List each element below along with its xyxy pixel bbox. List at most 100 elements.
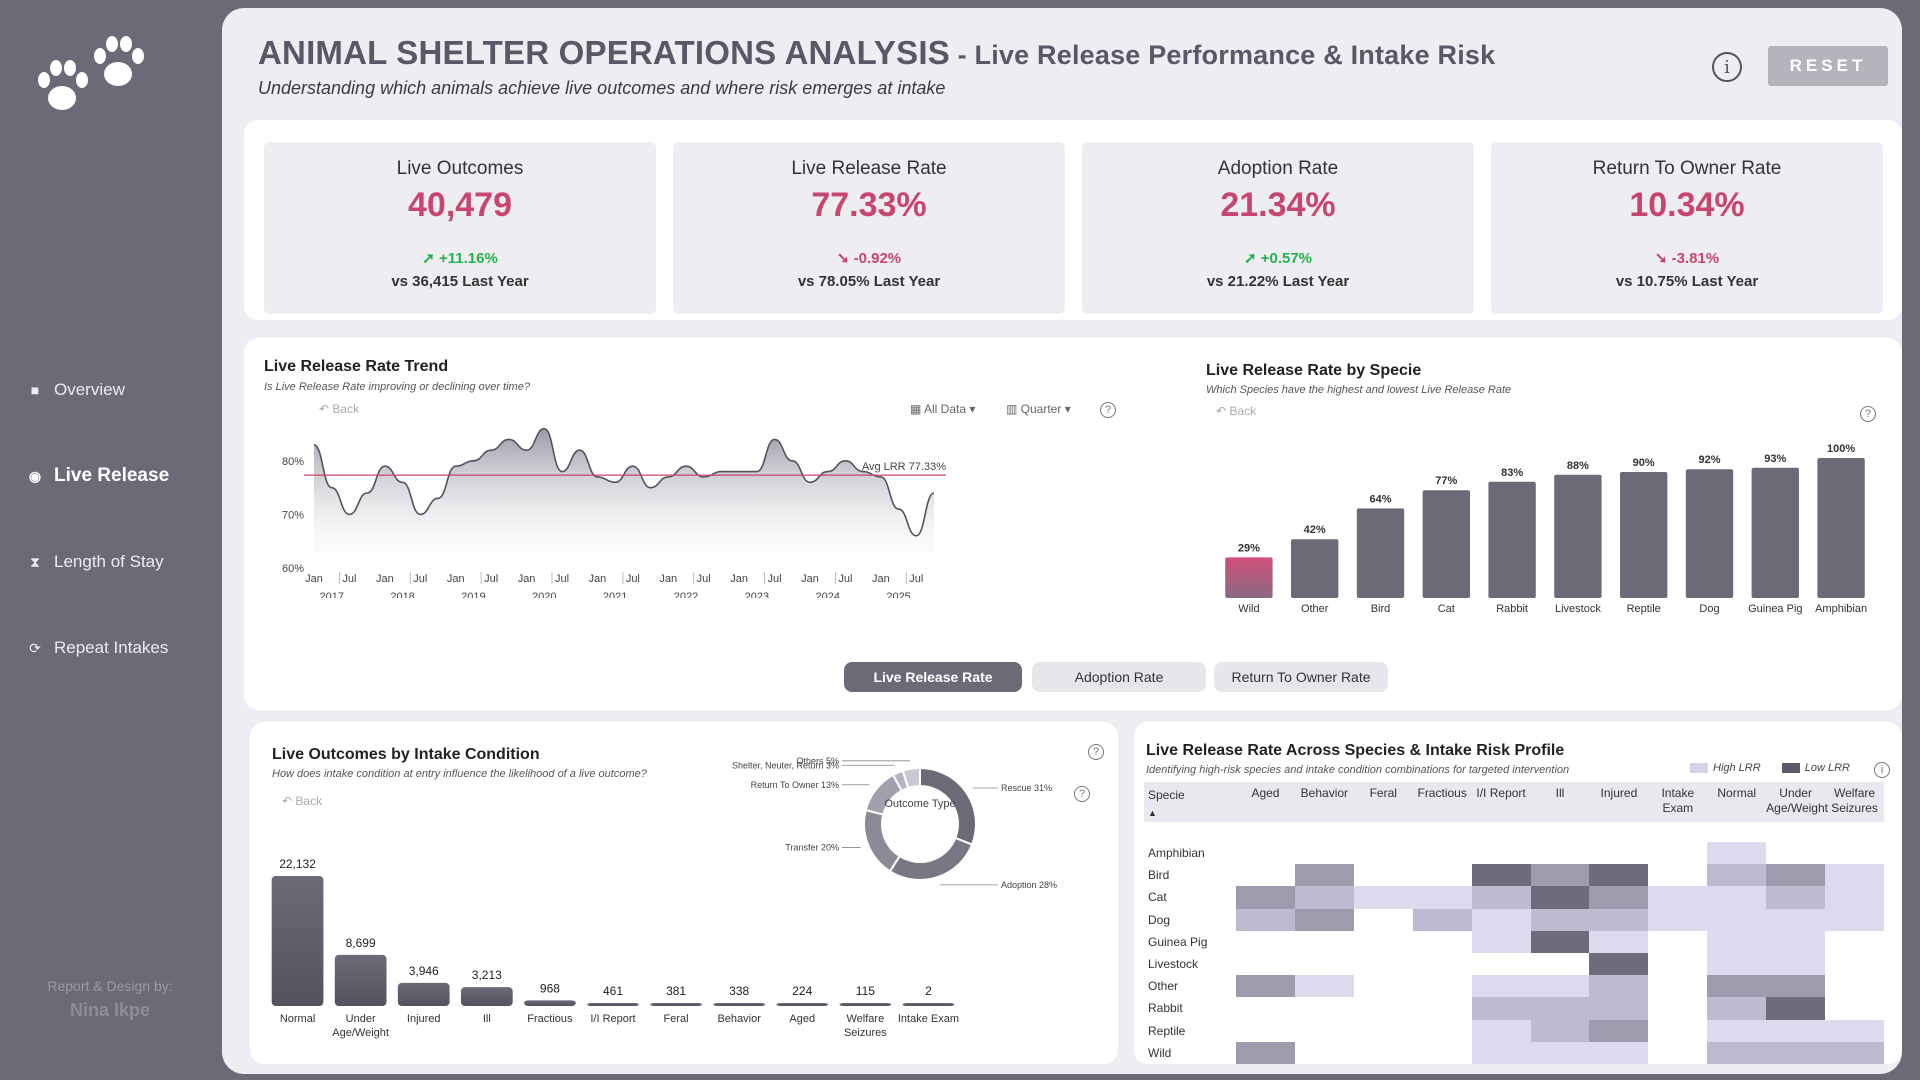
heatmap-cell[interactable] [1530,886,1590,909]
heatmap-cell[interactable] [1412,864,1472,887]
heatmap-cell[interactable] [1236,930,1295,953]
reset-button[interactable]: RESET [1768,46,1888,86]
heatmap-cell[interactable] [1530,908,1590,931]
heatmap-cell[interactable] [1766,975,1826,998]
heatmap-column-header[interactable]: Normal [1717,786,1757,800]
heatmap-cell[interactable] [1707,908,1767,931]
heatmap-info-icon[interactable]: i [1874,762,1890,778]
heatmap-cell[interactable] [1353,1041,1413,1064]
heatmap-cell[interactable] [1825,953,1884,976]
nav-item-length-of-stay[interactable]: ⧗ Length of Stay [28,552,164,572]
heatmap-cell[interactable] [1236,842,1295,865]
heatmap-cell[interactable] [1589,953,1649,976]
sort-asc-icon[interactable]: ▲ [1148,808,1157,818]
heatmap-column-header[interactable]: I/I Report [1476,786,1526,800]
nav-item-overview[interactable]: ■ Overview [28,380,125,400]
heatmap-cell[interactable] [1412,997,1472,1020]
heatmap-cell[interactable] [1707,997,1767,1020]
heatmap-cell[interactable] [1294,953,1354,976]
heatmap-column-header[interactable]: Under Age/Weight [1766,786,1828,815]
info-icon[interactable]: i [1712,52,1742,82]
species-help-icon[interactable]: ? [1860,406,1876,422]
heatmap-cell[interactable] [1530,864,1590,887]
heatmap-cell[interactable] [1707,930,1767,953]
heatmap-cell[interactable] [1707,1019,1767,1042]
trend-help-icon[interactable]: ? [1100,402,1116,418]
donut-help-icon[interactable]: ? [1074,786,1090,802]
heatmap-cell[interactable] [1766,842,1826,865]
heatmap-cell[interactable] [1412,1019,1472,1042]
nav-item-repeat-intakes[interactable]: ⟳ Repeat Intakes [28,638,168,658]
heatmap-column-header[interactable]: Behavior [1300,786,1349,800]
heatmap-cell[interactable] [1471,930,1531,953]
heatmap-cell[interactable] [1589,1041,1649,1064]
heatmap-cell[interactable] [1648,1041,1708,1064]
heatmap-cell[interactable] [1589,842,1649,865]
heatmap-cell[interactable] [1471,953,1531,976]
heatmap-cell[interactable] [1294,908,1354,931]
heatmap-cell[interactable] [1648,842,1708,865]
heatmap-cell[interactable] [1353,975,1413,998]
heatmap-cell[interactable] [1353,953,1413,976]
heatmap-column-header[interactable]: Ill [1555,786,1565,800]
heatmap-cell[interactable] [1530,953,1590,976]
toggle-live-release-rate[interactable]: Live Release Rate [844,662,1022,692]
toggle-adoption-rate[interactable]: Adoption Rate [1032,662,1206,692]
heatmap-cell[interactable] [1707,886,1767,909]
toggle-return-to-owner-rate[interactable]: Return To Owner Rate [1214,662,1388,692]
heatmap-column-header[interactable]: Fractious [1417,786,1467,800]
heatmap-cell[interactable] [1236,886,1295,909]
heatmap-cell[interactable] [1236,975,1295,998]
heatmap-cell[interactable] [1471,886,1531,909]
heatmap-cell[interactable] [1766,1041,1826,1064]
heatmap-cell[interactable] [1707,975,1767,998]
heatmap-cell[interactable] [1766,864,1826,887]
heatmap-column-header[interactable]: Welfare Seizures [1831,786,1878,815]
heatmap-cell[interactable] [1648,930,1708,953]
heatmap-cell[interactable] [1294,930,1354,953]
heatmap-cell[interactable] [1294,975,1354,998]
heatmap-cell[interactable] [1707,953,1767,976]
heatmap-cell[interactable] [1471,1041,1531,1064]
heatmap-cell[interactable] [1766,1019,1826,1042]
heatmap-cell[interactable] [1412,842,1472,865]
heatmap-cell[interactable] [1825,864,1884,887]
heatmap-cell[interactable] [1707,842,1767,865]
heatmap-cell[interactable] [1530,997,1590,1020]
heatmap-cell[interactable] [1589,908,1649,931]
heatmap-cell[interactable] [1825,886,1884,909]
heatmap-cell[interactable] [1471,1019,1531,1042]
heatmap-cell[interactable] [1825,975,1884,998]
species-back-button[interactable]: ↶ Back [1216,404,1256,418]
heatmap-cell[interactable] [1236,1019,1295,1042]
heatmap-cell[interactable] [1530,930,1590,953]
heatmap-cell[interactable] [1825,997,1884,1020]
heatmap-cell[interactable] [1825,1019,1884,1042]
heatmap-cell[interactable] [1294,1041,1354,1064]
heatmap-cell[interactable] [1471,908,1531,931]
heatmap-cell[interactable] [1236,864,1295,887]
heatmap-column-header[interactable]: Feral [1369,786,1397,800]
heatmap-cell[interactable] [1236,953,1295,976]
heatmap-cell[interactable] [1353,864,1413,887]
heatmap-cell[interactable] [1766,953,1826,976]
heatmap-cell[interactable] [1648,864,1708,887]
heatmap-cell[interactable] [1530,1041,1590,1064]
heatmap-cell[interactable] [1530,1019,1590,1042]
heatmap-cell[interactable] [1471,864,1531,887]
heatmap-cell[interactable] [1236,997,1295,1020]
heatmap-cell[interactable] [1294,864,1354,887]
heatmap-column-header[interactable]: Injured [1600,786,1638,800]
heatmap-cell[interactable] [1353,997,1413,1020]
heatmap-cell[interactable] [1353,1019,1413,1042]
heatmap-cell[interactable] [1648,975,1708,998]
heatmap-cell[interactable] [1825,842,1884,865]
heatmap-cell[interactable] [1766,886,1826,909]
heatmap-cell[interactable] [1412,886,1472,909]
heatmap-cell[interactable] [1353,842,1413,865]
heatmap-cell[interactable] [1825,930,1884,953]
heatmap-cell[interactable] [1707,864,1767,887]
heatmap-cell[interactable] [1236,1041,1295,1064]
granularity-dropdown[interactable]: ▥ Quarter ▾ [1006,402,1071,416]
heatmap-cell[interactable] [1471,842,1531,865]
